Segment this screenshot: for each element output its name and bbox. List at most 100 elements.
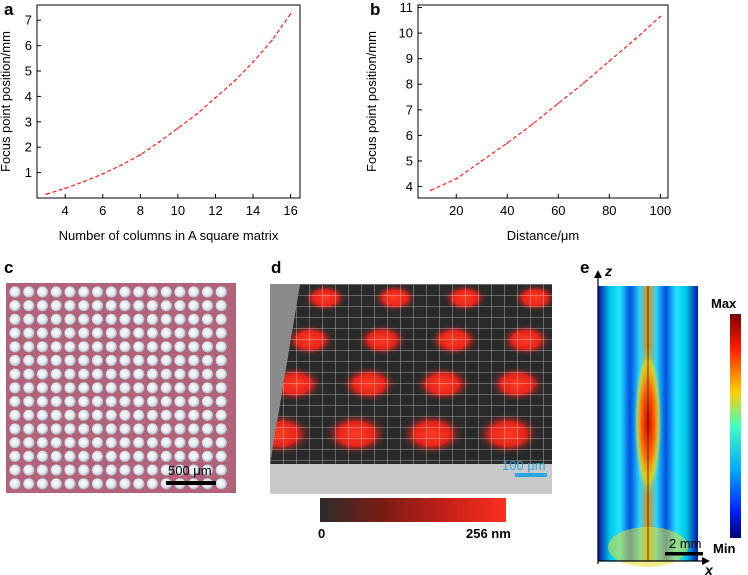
lens-dot bbox=[215, 409, 227, 421]
lens-dot bbox=[201, 327, 214, 339]
lens-dot bbox=[119, 450, 131, 462]
lens-dot bbox=[91, 464, 104, 476]
lens-dot bbox=[174, 464, 186, 476]
lens-dot bbox=[78, 313, 90, 325]
lens-dot bbox=[50, 354, 62, 367]
lens-dot bbox=[215, 341, 227, 353]
lens-dot bbox=[50, 341, 62, 353]
lens-dot bbox=[36, 368, 49, 380]
lens-dot bbox=[146, 382, 159, 394]
lens-dot bbox=[50, 437, 62, 449]
lens-dot bbox=[36, 437, 49, 449]
x-axis-arrow-icon bbox=[702, 557, 710, 565]
lens-dot bbox=[188, 450, 200, 462]
lens-dot bbox=[215, 300, 227, 312]
lens-dot bbox=[215, 286, 227, 298]
lens-dot bbox=[188, 286, 200, 298]
lens-dot bbox=[119, 368, 131, 380]
data-point bbox=[214, 96, 217, 99]
y-tick-label: 1 bbox=[25, 165, 32, 180]
y-tick-label: 9 bbox=[406, 51, 413, 66]
lens-dot bbox=[146, 327, 159, 339]
lens-dot bbox=[133, 300, 145, 312]
lens-dot bbox=[160, 409, 172, 421]
lens-dot bbox=[9, 313, 21, 325]
lens-dot bbox=[78, 341, 90, 353]
lens-dot bbox=[9, 341, 21, 353]
lens-dot bbox=[201, 450, 214, 462]
data-point bbox=[158, 141, 161, 144]
lens-dot bbox=[64, 327, 76, 339]
lens-dot bbox=[50, 423, 62, 435]
y-tick-label: 4 bbox=[25, 89, 32, 104]
data-point bbox=[633, 38, 636, 41]
lens-dot bbox=[119, 300, 131, 312]
height-colorbar bbox=[320, 498, 506, 522]
lens-dot bbox=[188, 368, 200, 380]
lens-dot bbox=[133, 382, 145, 394]
lens-dot bbox=[188, 437, 200, 449]
y-tick-label: 6 bbox=[406, 128, 413, 143]
data-point bbox=[455, 177, 458, 180]
lens-dot bbox=[36, 354, 49, 367]
lens-dot bbox=[174, 286, 186, 298]
lens-dot bbox=[160, 327, 172, 339]
data-point bbox=[659, 15, 662, 18]
y-tick-label: 5 bbox=[406, 153, 413, 168]
lens-dot bbox=[119, 409, 131, 421]
lens-dot bbox=[188, 396, 200, 408]
data-point bbox=[557, 102, 560, 105]
lens-dot bbox=[105, 341, 117, 353]
lens-dot bbox=[146, 286, 159, 298]
lens-dot bbox=[23, 354, 35, 367]
lens-dot bbox=[64, 450, 76, 462]
lens-dot bbox=[64, 368, 76, 380]
panel-label-c: c bbox=[4, 258, 14, 277]
lens-dot bbox=[91, 382, 104, 394]
lens-dot bbox=[146, 341, 159, 353]
y-tick-label: 8 bbox=[406, 77, 413, 92]
lens-dot bbox=[119, 478, 131, 490]
lens-dot bbox=[9, 450, 21, 462]
lens-dot bbox=[78, 286, 90, 298]
lens-dot bbox=[201, 464, 214, 476]
lens-dot-grid bbox=[9, 286, 227, 490]
lens-dot bbox=[64, 286, 76, 298]
lens-dot bbox=[64, 478, 76, 490]
lens-dot bbox=[9, 437, 21, 449]
x-tick-label: 6 bbox=[99, 203, 106, 218]
y-tick-label: 6 bbox=[25, 38, 32, 53]
data-point bbox=[429, 189, 432, 192]
lens-dot bbox=[146, 300, 159, 312]
lens-dot bbox=[215, 382, 227, 394]
y-tick-label: 5 bbox=[25, 64, 32, 79]
y-axis-label: Focus point position/mm bbox=[0, 31, 13, 172]
lens-dot bbox=[23, 286, 35, 298]
data-point bbox=[64, 187, 67, 190]
surface-profile-3d: 100 μm bbox=[270, 284, 552, 494]
lens-dot bbox=[64, 423, 76, 435]
lens-dot bbox=[36, 382, 49, 394]
lens-dot bbox=[91, 423, 104, 435]
lens-dot bbox=[105, 396, 117, 408]
lens-dot bbox=[50, 478, 62, 490]
scale-bar-d bbox=[515, 473, 547, 477]
lens-dot bbox=[78, 327, 90, 339]
lens-dot bbox=[215, 423, 227, 435]
lens-dot bbox=[174, 382, 186, 394]
lens-dot bbox=[146, 450, 159, 462]
x-tick-label: 80 bbox=[602, 203, 616, 218]
lens-dot bbox=[23, 327, 35, 339]
lens-dot bbox=[36, 450, 49, 462]
lens-dot bbox=[146, 409, 159, 421]
lens-dot bbox=[64, 341, 76, 353]
lens-dot bbox=[215, 450, 227, 462]
lens-dot bbox=[133, 423, 145, 435]
lens-dot bbox=[91, 409, 104, 421]
scale-text-c: 500 μm bbox=[168, 463, 212, 478]
scale-text-d: 100 μm bbox=[502, 458, 546, 473]
lens-dot bbox=[23, 382, 35, 394]
lens-dot bbox=[9, 396, 21, 408]
scale-bar-e bbox=[665, 552, 703, 556]
lens-dot bbox=[91, 396, 104, 408]
